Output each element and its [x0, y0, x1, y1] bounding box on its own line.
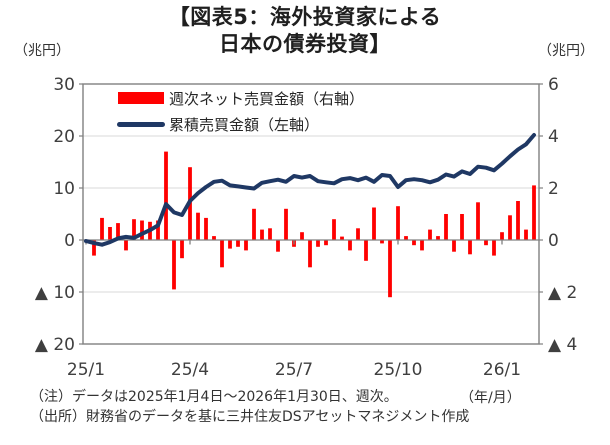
x-tick-label: 26/1 [483, 360, 521, 380]
bar-week-51 [492, 240, 496, 256]
bar-week-40 [404, 236, 408, 240]
bar-week-24 [276, 240, 280, 252]
left-tick-label: ▲ 10 [35, 283, 75, 303]
bar-week-31 [332, 219, 336, 240]
left-axis-labels: 30 20 10 0 ▲ 10 ▲ 20 [35, 75, 75, 355]
plot-border [82, 83, 540, 345]
chart-legend: 週次ネット売買金額（右軸） 累積売買金額（左軸） [117, 85, 364, 137]
bar-week-6 [132, 219, 136, 240]
x-tick-label: 25/7 [275, 360, 313, 380]
bar-week-4 [116, 223, 120, 240]
bar-week-41 [412, 240, 416, 246]
bar-week-42 [420, 240, 424, 251]
bar-week-3 [108, 227, 112, 240]
bar-week-17 [220, 240, 224, 268]
gridlines [83, 135, 539, 293]
bar-week-36 [372, 207, 376, 240]
bar-week-37 [380, 240, 384, 244]
chart-footnotes: （注）データは2025年1月4日～2026年1月30日、週次。 （出所）財務省の… [30, 387, 590, 427]
right-tick-label: ▲ 4 [548, 335, 577, 355]
bar-week-21 [252, 208, 256, 240]
bar-week-18 [228, 240, 232, 249]
right-tick-label: 4 [548, 127, 559, 147]
bar-week-9 [156, 220, 160, 240]
bar-week-22 [260, 229, 264, 240]
bar-week-23 [268, 228, 272, 240]
left-tick-label: 10 [53, 179, 75, 199]
bar-week-50 [484, 240, 488, 246]
bar-week-44 [436, 236, 440, 240]
bar-week-19 [236, 240, 240, 247]
bar-week-48 [468, 240, 472, 255]
bar-week-11 [172, 240, 176, 290]
legend-item-weekly: 週次ネット売買金額（右軸） [118, 85, 364, 111]
bar-week-46 [452, 240, 456, 252]
bar-week-43 [428, 229, 432, 240]
right-tick-label: 2 [548, 179, 559, 199]
left-tick-label: 0 [64, 231, 75, 251]
right-axis-labels: 6 4 2 0 ▲ 2 ▲ 4 [548, 75, 577, 355]
left-tick-label: 30 [53, 75, 75, 95]
bar-week-32 [340, 236, 344, 240]
bar-week-25 [284, 208, 288, 240]
bar-week-2 [100, 217, 104, 240]
bar-week-47 [460, 214, 464, 240]
bar-week-15 [204, 217, 208, 240]
bar-week-45 [444, 214, 448, 240]
legend-item-cumulative: 累積売買金額（左軸） [117, 111, 364, 137]
bar-week-56 [532, 185, 536, 240]
bar-week-49 [476, 202, 480, 240]
left-tick-label: 20 [53, 127, 75, 147]
weekly-bar-swatch-icon [118, 92, 164, 104]
bar-week-20 [244, 240, 248, 251]
bar-week-35 [364, 240, 368, 261]
left-tick-label: ▲ 20 [35, 335, 75, 355]
bar-week-1 [92, 240, 96, 256]
x-tick-label: 25/4 [171, 360, 209, 380]
bar-week-7 [140, 220, 144, 240]
right-tick-label: ▲ 2 [548, 283, 577, 303]
axis-ticks [79, 83, 543, 345]
bar-week-14 [196, 212, 200, 240]
right-tick-label: 0 [548, 231, 559, 251]
right-tick-label: 6 [548, 75, 559, 95]
bar-week-30 [324, 240, 328, 246]
bar-week-34 [356, 228, 360, 240]
bar-week-29 [316, 240, 320, 247]
bar-week-33 [348, 240, 352, 251]
cumulative-line-swatch-icon [117, 121, 165, 127]
bar-week-5 [124, 240, 128, 251]
bar-week-27 [300, 232, 304, 240]
bar-week-55 [524, 229, 528, 240]
bar-week-16 [212, 236, 216, 240]
bar-week-10 [164, 151, 168, 240]
chart-title-line2: 日本の債券投資】 [219, 32, 391, 56]
x-axis-unit-label: （年/月） [460, 390, 521, 406]
chart-title-line1: 【図表5：海外投資家による [168, 5, 442, 29]
footnote-note: （注）データは2025年1月4日～2026年1月30日、週次。 [30, 389, 398, 405]
x-tick-label: 25/1 [67, 360, 105, 380]
x-tick-label: 25/10 [374, 360, 423, 380]
right-axis-unit-label: （兆円） [538, 43, 594, 59]
bar-week-28 [308, 240, 312, 268]
x-axis-labels: 25/1 25/4 25/7 25/10 26/1 [67, 360, 521, 380]
bar-week-53 [508, 215, 512, 240]
left-axis-unit-label: （兆円） [14, 43, 70, 59]
bar-week-54 [516, 201, 520, 240]
legend-label-cumulative: 累積売買金額（左軸） [169, 115, 320, 134]
cumulative-line [84, 133, 536, 247]
bar-week-52 [500, 232, 504, 240]
bar-week-38 [388, 240, 392, 298]
bar-week-12 [180, 240, 184, 259]
footnote-source: （出所）財務省のデータを基に三井住友DSアセットマネジメント作成 [30, 409, 470, 425]
bar-week-39 [396, 206, 400, 240]
chart-title: 【図表5：海外投資家による 日本の債券投資】 [0, 4, 610, 58]
legend-label-weekly: 週次ネット売買金額（右軸） [169, 89, 365, 108]
